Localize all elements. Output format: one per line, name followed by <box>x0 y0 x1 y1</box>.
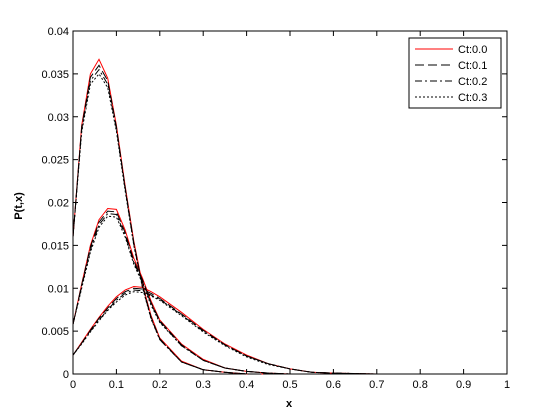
legend-label: Ct:0.3 <box>458 92 487 104</box>
legend-label: Ct:0.2 <box>458 76 487 88</box>
x-tick-label: 0.5 <box>282 379 297 391</box>
x-tick-label: 0.4 <box>239 379 254 391</box>
y-tick-label: 0.04 <box>48 26 69 38</box>
y-tick-label: 0.02 <box>48 198 69 210</box>
x-axis: 0 0.1 0.2 0.3 0.4 0.5 0.6 0.7 0.8 0.9 1 <box>70 31 510 391</box>
legend-label: Ct:0.1 <box>458 60 487 72</box>
x-tick-label: 0.1 <box>109 379 124 391</box>
x-tick-label: 0.3 <box>196 379 211 391</box>
y-tick-label: 0.035 <box>41 69 69 81</box>
y-tick-label: 0.01 <box>48 283 69 295</box>
y-tick-label: 0 <box>63 369 69 381</box>
series-line-ct-0-3-3 <box>72 291 507 375</box>
y-axis-label: P(t,x) <box>13 192 25 220</box>
y-tick-label: 0.015 <box>41 240 69 252</box>
series-line-ct-0-3-2 <box>72 215 507 375</box>
x-tick-label: 0.9 <box>456 379 471 391</box>
x-tick-label: 0.6 <box>326 379 341 391</box>
x-tick-label: 0 <box>70 379 76 391</box>
y-axis: 0 0.005 0.01 0.015 0.02 0.025 0.03 0.035 0.04 <box>41 26 507 381</box>
y-tick-label: 0.03 <box>48 112 69 124</box>
x-axis-label: x <box>286 398 293 410</box>
x-tick-label: 0.7 <box>369 379 384 391</box>
x-tick-label: 0.8 <box>413 379 428 391</box>
legend-label: Ct:0.0 <box>458 44 487 56</box>
x-tick-label: 1 <box>504 379 510 391</box>
y-tick-label: 0.025 <box>41 155 69 167</box>
legend: Ct:0.0 Ct:0.1 Ct:0.2 Ct:0.3 <box>408 37 502 109</box>
series-line-ct-0-2-3 <box>72 289 507 375</box>
x-tick-label: 0.2 <box>152 379 167 391</box>
legend-box <box>408 37 502 109</box>
series-line-ct-0-1-2 <box>72 210 507 375</box>
y-tick-label: 0.005 <box>41 326 69 338</box>
